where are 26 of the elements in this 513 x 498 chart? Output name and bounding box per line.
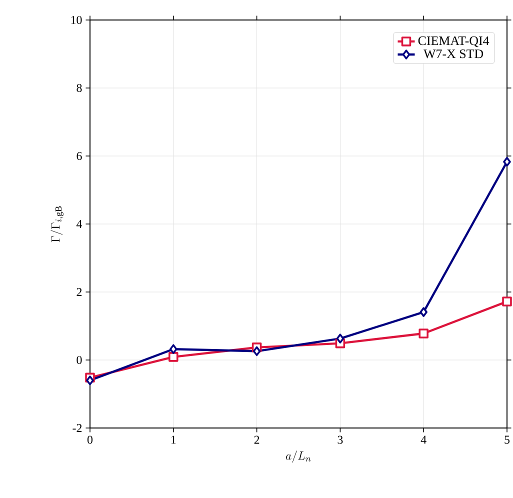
y-axis-title: $\Gamma/\Gamma_{i,\mathrm{gB}}$ bbox=[50, 206, 64, 242]
point bbox=[170, 344, 178, 354]
legend-label: CIEMAT-QI4 bbox=[418, 36, 490, 48]
y-tick-label: 4 bbox=[76, 220, 82, 228]
point bbox=[502, 296, 512, 306]
y-tick-label: -2 bbox=[72, 424, 82, 432]
point bbox=[168, 352, 178, 362]
point bbox=[503, 156, 511, 167]
y-tick-label: 10 bbox=[71, 16, 82, 24]
point bbox=[418, 328, 428, 338]
x-tick-label: 4 bbox=[420, 436, 426, 444]
x-tick-label: 1 bbox=[171, 436, 176, 444]
point bbox=[336, 334, 344, 344]
point bbox=[86, 376, 94, 386]
point bbox=[252, 346, 261, 356]
y-tick-label: 2 bbox=[76, 288, 82, 296]
legend-label: W7-X STD bbox=[424, 49, 484, 58]
x-axis-title: $a/L_n$ bbox=[286, 450, 311, 463]
y-tick-label: 0 bbox=[76, 356, 82, 364]
y-tick-label: 8 bbox=[76, 84, 82, 92]
x-tick-label: 3 bbox=[338, 436, 343, 444]
x-tick-label: 2 bbox=[254, 436, 260, 444]
y-tick-label: 6 bbox=[76, 152, 82, 160]
point bbox=[420, 307, 428, 317]
x-tick-label: 5 bbox=[504, 436, 510, 444]
x-tick-label: 0 bbox=[87, 436, 93, 444]
